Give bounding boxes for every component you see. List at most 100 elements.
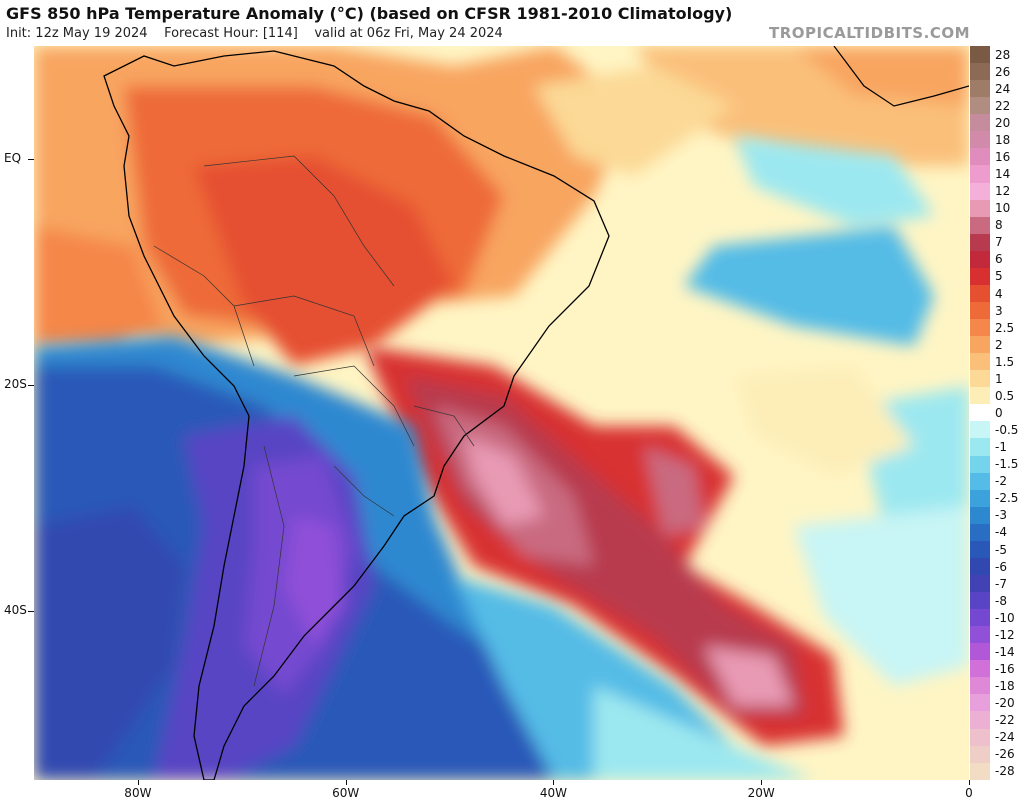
lon-label: 0 [965, 786, 973, 800]
colorbar-label: 18 [995, 132, 1011, 147]
colorbar-swatch [970, 540, 990, 558]
colorbar-label: 10 [995, 201, 1011, 216]
lat-label: 20S [4, 376, 27, 391]
lon-tick [137, 780, 139, 785]
colorbar-label: -18 [995, 679, 1015, 694]
colorbar-label: 26 [995, 64, 1011, 79]
lon-tick [969, 780, 970, 785]
colorbar-label: 4 [995, 286, 1003, 301]
colorbar-swatch [970, 592, 990, 610]
colorbar-swatch [970, 523, 990, 541]
lat-label: EQ [4, 150, 22, 165]
lon-tick [553, 780, 555, 785]
colorbar-label: 0.5 [995, 388, 1015, 403]
colorbar-label: 6 [995, 252, 1003, 267]
colorbar-swatch [970, 762, 990, 780]
colorbar-swatch [970, 694, 990, 712]
colorbar-label: -26 [995, 747, 1015, 762]
colorbar-swatch [970, 506, 990, 524]
colorbar-swatch [970, 557, 990, 575]
colorbar-label: 12 [995, 184, 1011, 199]
colorbar-swatch [970, 745, 990, 763]
chart-title: GFS 850 hPa Temperature Anomaly (°C) (ba… [6, 4, 733, 23]
colorbar-swatch [970, 353, 990, 371]
colorbar-swatch [970, 336, 990, 354]
colorbar-swatch [970, 438, 990, 456]
colorbar-label: 0 [995, 406, 1003, 420]
colorbar-swatch [970, 489, 990, 507]
colorbar-swatch [970, 660, 990, 678]
colorbar-swatch [970, 148, 990, 166]
colorbar-swatch [970, 63, 990, 81]
cold-anomaly-field [34, 336, 814, 780]
colorbar-label: 7 [995, 235, 1003, 250]
init-time: Init: 12z May 19 2024 [6, 26, 148, 41]
coastline [103, 50, 610, 780]
colorbar-swatch [970, 677, 990, 695]
colorbar [970, 46, 990, 780]
colorbar-swatch [970, 97, 990, 115]
colorbar-swatch [970, 114, 990, 132]
colorbar-label: 2 [995, 337, 1003, 352]
lon-label: 80W [124, 786, 152, 800]
colorbar-swatch [970, 301, 990, 319]
lon-tick [761, 780, 763, 785]
colorbar-swatch [970, 421, 990, 439]
lat-tick [28, 158, 34, 160]
colorbar-swatch [970, 609, 990, 627]
colorbar-swatch [970, 182, 990, 200]
colorbar-label: -3 [995, 508, 1007, 523]
colorbar-label: 5 [995, 269, 1003, 284]
colorbar-label: 3 [995, 303, 1003, 318]
colorbar-label: 22 [995, 98, 1011, 113]
valid-time: valid at 06z Fri, May 24 2024 [314, 26, 503, 41]
site-watermark: TROPICALTIDBITS.COM [769, 24, 970, 42]
colorbar-swatch [970, 165, 990, 183]
lat-tick [28, 610, 34, 612]
colorbar-swatch [970, 216, 990, 234]
colorbar-swatch [970, 284, 990, 302]
colorbar-label: 8 [995, 218, 1003, 233]
colorbar-label: -0.5 [995, 423, 1019, 438]
colorbar-label: -2.5 [995, 491, 1019, 506]
lon-label: 40W [539, 786, 568, 800]
colorbar-label: -10 [995, 610, 1015, 625]
colorbar-label: -22 [995, 713, 1015, 728]
colorbar-swatch [970, 250, 990, 268]
africa-coastline [833, 46, 969, 107]
colorbar-swatch [970, 626, 990, 644]
colorbar-swatch [970, 267, 990, 285]
colorbar-label: -24 [995, 730, 1015, 745]
colorbar-swatch [970, 233, 990, 251]
colorbar-label: 2.5 [995, 320, 1015, 335]
colorbar-label: -7 [995, 576, 1007, 591]
colorbar-label: -5 [995, 542, 1007, 557]
colorbar-swatch [970, 131, 990, 149]
colorbar-label: 24 [995, 81, 1011, 96]
colorbar-swatch [970, 370, 990, 388]
colorbar-swatch [970, 80, 990, 98]
colorbar-label: -12 [995, 627, 1015, 642]
colorbar-label: -1 [995, 440, 1007, 455]
colorbar-label: 28 [995, 47, 1011, 62]
colorbar-label: -2 [995, 474, 1007, 489]
lat-label: 40S [4, 602, 27, 617]
colorbar-swatch [970, 404, 990, 422]
forecast-hour: Forecast Hour: [114] [164, 26, 298, 41]
colorbar-label: -16 [995, 662, 1015, 677]
colorbar-label: -4 [995, 525, 1007, 540]
map-canvas [34, 46, 969, 780]
colorbar-label: 20 [995, 115, 1011, 130]
anomaly-map [34, 46, 969, 780]
lon-label: 60W [332, 786, 360, 800]
colorbar-label: 1.5 [995, 354, 1015, 369]
lon-tick [345, 780, 347, 785]
colorbar-label: 1 [995, 371, 1003, 386]
lat-tick [28, 384, 34, 386]
colorbar-label: -6 [995, 559, 1007, 574]
colorbar-labels: 28 26 24 22 20 18 16 14 12 10 8 7 6 5 4 3 2.5 2 1.5 1 0.5 0 -0… [995, 46, 1024, 780]
colorbar-swatch [970, 472, 990, 490]
colorbar-label: -8 [995, 593, 1007, 608]
lon-label: 20W [747, 786, 775, 800]
colorbar-label: -14 [995, 644, 1015, 659]
